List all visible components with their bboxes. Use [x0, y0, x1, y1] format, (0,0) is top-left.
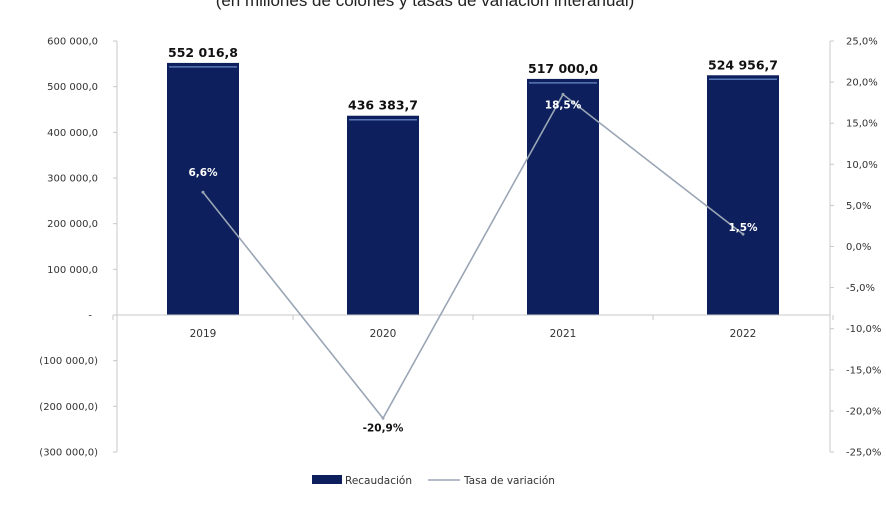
bar-data-labels: 552 016,8 436 383,7 517 000,0 524 956,7	[168, 45, 778, 113]
bar	[347, 115, 419, 315]
right-tick-label: 0,0%	[846, 242, 871, 253]
left-tick-label: -	[88, 311, 92, 322]
left-tick-label: 200 000,0	[47, 219, 98, 230]
left-tick-label: 100 000,0	[47, 265, 98, 276]
bar-data-label: 524 956,7	[708, 57, 778, 72]
right-tick-label: 25,0%	[846, 37, 878, 48]
bar	[527, 78, 599, 315]
rate-point	[201, 190, 205, 194]
right-tick-label: 20,0%	[846, 78, 878, 89]
left-tick-label: (200 000,0)	[39, 402, 98, 413]
left-tick-label: 300 000,0	[47, 174, 98, 185]
right-tick-label: -15,0%	[846, 365, 881, 376]
left-tick-label: 600 000,0	[47, 37, 98, 48]
bar-data-label: 517 000,0	[528, 61, 598, 76]
x-axis: 2019 2020 2021 2022	[112, 314, 834, 340]
rate-point	[561, 92, 565, 96]
bar-series	[167, 62, 779, 316]
left-tick-label: (100 000,0)	[39, 356, 98, 367]
left-tick-label: 400 000,0	[47, 128, 98, 139]
bar-data-label: 436 383,7	[348, 98, 418, 113]
left-tick-label: (300 000,0)	[39, 448, 98, 459]
x-tick-label: 2021	[550, 328, 577, 340]
bar	[167, 62, 239, 316]
legend: Recaudación Tasa de variación	[312, 475, 555, 487]
x-tick-label: 2020	[370, 328, 397, 340]
rate-data-label: 1,5%	[728, 222, 758, 234]
right-tick-label: 10,0%	[846, 160, 878, 171]
chart-subtitle: (en millones de colones y tasas de varia…	[216, 0, 635, 10]
right-tick-label: -5,0%	[846, 283, 875, 294]
right-tick-label: -10,0%	[846, 324, 881, 335]
rate-line	[202, 93, 744, 420]
rate-point	[381, 416, 385, 420]
rate-data-label: -20,9%	[363, 422, 404, 434]
left-tick-label: 500 000,0	[47, 82, 98, 93]
right-tick-label: -25,0%	[846, 448, 881, 459]
legend-label-tasa: Tasa de variación	[463, 475, 555, 487]
x-tick-label: 2022	[730, 328, 757, 340]
right-tick-label: -20,0%	[846, 406, 881, 417]
legend-label-recaudacion: Recaudación	[345, 475, 412, 487]
rate-data-label: 18,5%	[545, 99, 582, 111]
right-y-axis: 25,0% 20,0% 15,0% 10,0% 5,0% 0,0% -5,0% -10,0% -…	[829, 37, 881, 459]
rate-point	[741, 232, 745, 236]
rate-data-labels: 6,6% -20,9% 18,5% 1,5%	[188, 99, 758, 434]
right-tick-label: 15,0%	[846, 119, 878, 130]
rate-data-label: 6,6%	[188, 167, 218, 179]
legend-swatch-recaudacion	[312, 475, 342, 484]
bar-data-label: 552 016,8	[168, 45, 238, 60]
right-tick-label: 5,0%	[846, 201, 871, 212]
x-tick-label: 2019	[190, 328, 217, 340]
bar	[707, 75, 779, 315]
left-y-axis: 600 000,0 500 000,0 400 000,0 300 000,0 200 …	[39, 37, 118, 459]
line-series	[201, 92, 745, 420]
